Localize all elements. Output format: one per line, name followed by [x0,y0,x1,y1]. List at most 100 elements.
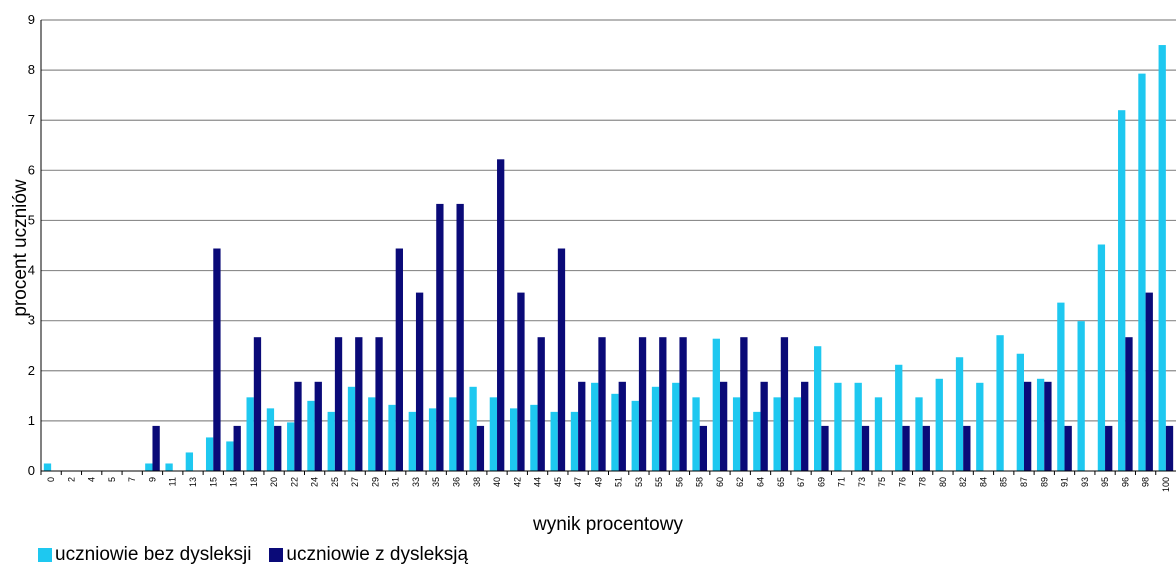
y-tick-label: 3 [28,313,35,328]
bar-series-1-55 [651,386,660,471]
bar-series-2-15 [213,248,221,471]
x-tick-label: 5 [107,477,117,482]
x-tick-label: 25 [330,477,340,487]
x-tick-label: 47 [573,477,583,487]
x-tick-label: 93 [1080,477,1090,487]
x-tick-labels: 0 2 4 5 7 9 11 13 15 16 18 20 22 24 25 27 29 31 33 35 36 38 40… [46,477,1171,492]
bar-series-2-53 [638,337,647,471]
x-tick-label: 75 [877,477,887,487]
x-tick-label: 65 [776,477,786,487]
bar-series-1-49 [591,382,599,471]
y-tick-label: 0 [28,463,35,478]
x-tick-label: 58 [695,477,705,487]
bar-series-1-13 [185,452,194,471]
bar-series-1-56 [672,382,680,471]
x-tick-label: 67 [796,477,806,487]
bar-series-2-82 [963,425,971,471]
bar-series-2-27 [355,337,363,471]
x-tick-label: 11 [168,477,178,486]
x-tick-label: 40 [492,477,502,487]
bar-series-1-29 [368,397,376,471]
legend-label-series-2: uczniowie z dysleksją [286,544,469,565]
bar-series-1-85 [996,335,1004,471]
bar-series-2-33 [415,292,424,471]
x-tick-label: 20 [269,477,279,487]
bars [43,45,1174,472]
y-tick-label: 6 [28,162,35,177]
y-tick-label: 8 [28,62,35,77]
legend-swatch-series-2 [269,548,284,562]
bar-series-1-67 [793,397,802,471]
bar-series-1-78 [915,397,923,471]
bar-series-2-89 [1044,381,1052,471]
bar-series-2-45 [557,248,566,471]
x-tick-label: 2 [66,477,76,482]
bar-series-2-20 [274,425,282,471]
x-tick-label: 55 [654,477,664,487]
x-tick-label: 80 [938,477,948,487]
x-tick-label: 84 [978,477,988,487]
bar-series-2-47 [578,381,586,471]
bar-series-2-55 [659,337,667,471]
bar-series-1-62 [732,397,741,471]
x-tick-label: 71 [837,477,847,487]
y-tick-labels: 0 1 2 3 4 5 6 7 8 9 [28,12,35,478]
bar-series-1-84 [976,382,984,471]
x-tick-label: 53 [634,477,644,487]
x-tick-label: 22 [289,477,299,487]
bar-series-1-22 [287,422,295,471]
bar-series-2-100 [1165,425,1174,471]
bar-series-2-60 [719,381,728,471]
x-axis-label: wynik procentowy [532,514,683,535]
x-tick-label: 78 [918,477,928,487]
x-tick-label: 24 [310,477,320,487]
bar-series-1-69 [814,346,822,471]
bar-series-1-100 [1158,45,1166,472]
bar-series-2-76 [902,425,910,471]
bar-series-2-35 [436,203,444,471]
bar-series-1-64 [753,411,761,471]
x-tick-label: 29 [370,477,380,487]
x-tick-label: 98 [1141,477,1151,487]
bar-series-2-44 [537,337,545,471]
bar-series-2-49 [598,337,606,471]
legend-item-series-1: uczniowie bez dysleksji [38,544,251,566]
x-tick-label: 36 [451,477,461,487]
x-tick-label: 64 [756,477,766,487]
bar-series-2-38 [476,425,485,471]
x-tick-label: 73 [857,477,867,487]
bar-series-2-42 [517,292,525,471]
bar-series-2-51 [618,381,626,471]
bar-series-1-89 [1036,378,1045,471]
bar-series-1-36 [449,397,457,471]
y-tick-label: 9 [28,12,35,27]
y-tick-label: 4 [28,263,35,278]
bar-series-2-16 [233,425,241,471]
x-tick-label: 33 [411,477,421,487]
bar-series-2-9 [152,425,160,471]
x-tick-label: 31 [391,477,401,487]
bar-series-2-29 [375,337,383,471]
bar-series-2-58 [699,425,708,471]
legend-label-series-1: uczniowie bez dysleksji [55,544,252,565]
bar-series-2-96 [1125,337,1133,471]
x-tick-label: 96 [1120,477,1130,487]
bar-series-1-73 [854,382,862,471]
bar-series-1-24 [307,400,315,471]
x-tick-label: 49 [593,477,603,487]
legend: uczniowie bez dysleksji uczniowie z dysl… [38,544,486,566]
bar-series-1-60 [712,338,720,471]
bar-series-1-16 [226,441,234,471]
legend-item-series-2: uczniowie z dysleksją [269,544,468,566]
bar-series-1-47 [570,411,579,471]
x-tick-label: 15 [208,477,218,487]
bar-series-1-0 [43,463,52,471]
bar-series-2-22 [294,381,302,471]
x-tick-label: 27 [350,477,360,487]
y-tick-label: 1 [28,413,35,428]
bar-series-2-69 [821,425,829,471]
x-tick-label: 42 [512,477,522,487]
bar-series-2-24 [314,381,322,471]
bar-series-2-73 [861,425,870,471]
bar-series-1-91 [1057,302,1065,471]
